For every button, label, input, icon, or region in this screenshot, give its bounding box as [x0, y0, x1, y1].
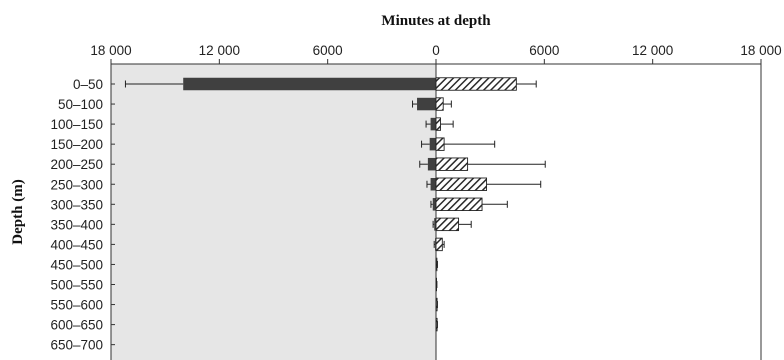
left-bar [183, 77, 436, 91]
x-tick-label: 12 000 [632, 43, 673, 58]
right-bar [435, 217, 460, 232]
y-tick-label: 450–500 [50, 257, 103, 272]
right-bar [435, 97, 444, 111]
y-tick-label: 100–150 [50, 117, 103, 132]
left-bar [432, 198, 436, 211]
y-tick-label: 650–700 [50, 338, 103, 353]
x-tick-label: 12 000 [199, 43, 240, 58]
y-tick-label: 550–600 [50, 298, 103, 313]
left-bar [429, 137, 436, 151]
right-bar [435, 77, 517, 91]
y-tick-label: 400–450 [50, 237, 103, 252]
chart-title: Minutes at depth [381, 13, 491, 29]
y-tick-label: 50–100 [58, 97, 103, 112]
left-panel-background [111, 64, 436, 360]
right-bar [435, 177, 488, 191]
y-tick-label: 500–550 [50, 278, 103, 293]
left-bar [427, 157, 436, 171]
right-bar [435, 317, 438, 332]
y-tick-label: 350–400 [50, 217, 103, 232]
x-tick-label: 18 000 [90, 43, 131, 58]
y-tick-label: 600–650 [50, 318, 103, 333]
right-bar [435, 237, 443, 252]
y-tick-label: 300–350 [50, 197, 103, 212]
y-axis-label: Depth (m) [10, 179, 26, 244]
y-tick-label: 150–200 [50, 137, 103, 152]
right-bar [435, 157, 469, 171]
x-tick-label: 6000 [529, 43, 559, 58]
right-bar [435, 297, 438, 312]
left-bar [417, 97, 436, 111]
x-tick-label: 0 [432, 43, 440, 58]
right-bar [435, 137, 445, 151]
y-tick-label: 250–300 [50, 177, 103, 192]
left-bar [435, 238, 436, 251]
x-tick-label: 6000 [313, 43, 343, 58]
y-tick-label: 0–50 [73, 77, 103, 92]
left-bar [430, 178, 436, 191]
left-bar [434, 218, 436, 231]
y-tick-label: 200–250 [50, 157, 103, 172]
right-bar [435, 117, 441, 131]
left-bar [430, 117, 436, 131]
right-bar [435, 197, 483, 212]
right-bar [435, 257, 438, 272]
x-tick-label: 18 000 [740, 43, 781, 58]
